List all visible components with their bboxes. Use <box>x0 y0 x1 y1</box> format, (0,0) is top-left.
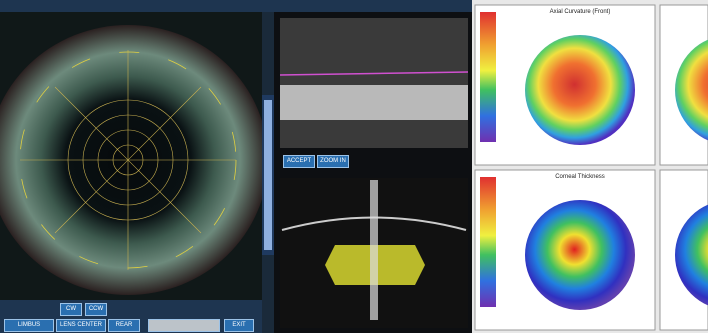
toolbar-field <box>148 319 220 332</box>
map-title: Corneal Thickness <box>555 174 605 180</box>
map-title: Axial Curvature (Front) <box>549 9 611 15</box>
zoom-button[interactable]: ZOOM IN <box>317 155 349 168</box>
rotate-button[interactable]: CCW <box>85 303 107 316</box>
accept-button[interactable]: ACCEPT <box>283 155 315 168</box>
toolbar-button[interactable]: EXIT <box>224 319 254 332</box>
toolbar-button[interactable]: REAR <box>108 319 140 332</box>
toolbar-button[interactable]: LENS CENTER <box>56 319 106 332</box>
rotate-button[interactable]: CW <box>60 303 82 316</box>
toolbar-button[interactable]: LIMBUS CENTER <box>4 319 54 332</box>
